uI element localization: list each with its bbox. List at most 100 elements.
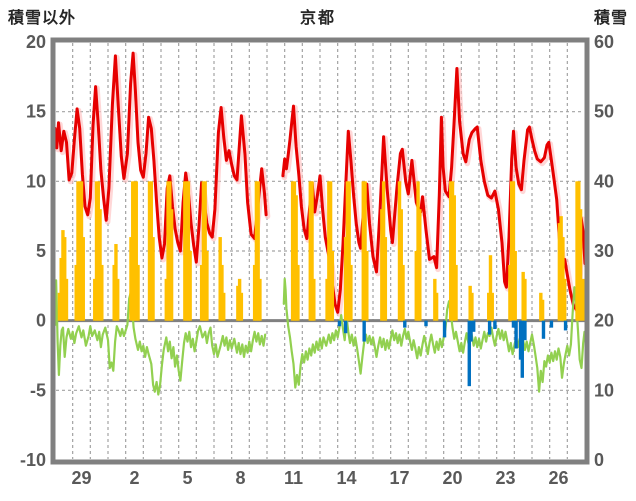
blue-bars-bar — [343, 320, 348, 334]
orange-bars-bar — [63, 237, 67, 321]
orange-bars-bar — [562, 278, 567, 321]
x-axis-tick: 5 — [182, 468, 192, 488]
red-line-path — [281, 67, 587, 314]
orange-bars-bar — [147, 181, 152, 321]
orange-bars-bar — [540, 299, 545, 321]
orange-bars-bar — [222, 292, 226, 321]
green-line-path — [282, 277, 586, 393]
orange-bars-bar — [218, 237, 222, 321]
right-axis-tick: 0 — [594, 450, 604, 470]
orange-bars-bar — [559, 216, 563, 321]
orange-bars-bar — [134, 181, 138, 321]
x-axis-tick: 17 — [389, 468, 409, 488]
orange-bars-bar — [220, 264, 224, 321]
orange-bars-bar — [188, 251, 192, 321]
left-axis-tick: 10 — [26, 171, 46, 191]
orange-bars-bar — [296, 264, 300, 321]
blue-bars-series — [337, 320, 568, 387]
left-axis-tick: 20 — [26, 32, 46, 52]
orange-bars-bar — [452, 195, 456, 321]
orange-bars-bar — [347, 181, 351, 321]
orange-bars-bar — [513, 251, 517, 321]
orange-bars-bar — [183, 181, 187, 321]
orange-bars-bar — [401, 264, 405, 321]
orange-bars-bar — [151, 237, 155, 321]
orange-bars-bar — [470, 292, 474, 321]
orange-bars-bar — [308, 181, 312, 321]
orange-bars-bar — [349, 264, 353, 321]
orange-bars-bar — [149, 181, 153, 321]
left-axis-tick: 15 — [26, 102, 46, 122]
orange-bars-bar — [61, 230, 65, 321]
orange-bars-bar — [59, 257, 63, 321]
orange-bars-bar — [381, 181, 386, 321]
orange-bars-bar — [434, 292, 439, 321]
orange-bars-bar — [76, 181, 80, 321]
orange-bars-bar — [343, 237, 348, 321]
orange-bars-bar — [64, 278, 69, 321]
orange-bars-bar — [116, 278, 120, 321]
orange-bars-bar — [166, 181, 170, 321]
orange-bars-bar — [539, 292, 543, 321]
orange-bars-bar — [98, 209, 102, 321]
orange-bars-bar — [79, 181, 84, 321]
blue-bars-bar — [442, 320, 447, 338]
orange-bars-bar — [449, 181, 453, 321]
x-axis-tick: 29 — [71, 468, 91, 488]
blue-bars-bar — [523, 320, 527, 341]
right-axis-tick: 40 — [594, 171, 614, 191]
orange-bars-bar — [363, 181, 367, 321]
orange-bars-bar — [239, 292, 244, 321]
blue-bars-bar — [493, 320, 497, 330]
page-title: 京都 — [299, 10, 336, 27]
orange-bars-bar — [575, 181, 579, 321]
orange-bars-bar — [521, 271, 525, 321]
red-line-path — [53, 51, 268, 264]
x-axis-tick: 8 — [235, 468, 245, 488]
orange-bars-bar — [114, 244, 118, 321]
green-line-path — [54, 279, 267, 396]
orange-bars-bar — [236, 285, 240, 321]
orange-bars-bar — [450, 181, 455, 321]
right-axis-title: 積雪 — [593, 10, 628, 27]
orange-bars-bar — [81, 237, 85, 321]
orange-bars-bar — [490, 292, 494, 321]
orange-bars-bar — [578, 209, 583, 321]
x-axis-tick: 2 — [129, 468, 139, 488]
orange-bars-bar — [345, 181, 350, 321]
blue-bars-bar — [511, 320, 516, 328]
orange-bars-bar — [414, 251, 418, 321]
orange-bars-bar — [557, 223, 562, 321]
orange-bars-bar — [433, 278, 437, 321]
orange-bars-bar — [164, 278, 168, 321]
blue-bars-bar — [362, 320, 366, 342]
x-axis-tick: 14 — [336, 468, 356, 488]
blue-bars-bar — [424, 320, 428, 327]
blue-bars-bar — [541, 320, 546, 339]
red-line-halo — [53, 51, 271, 267]
orange-bars-bar — [186, 181, 191, 321]
orange-bars-bar — [365, 251, 369, 321]
x-axis-tick: 11 — [284, 468, 303, 488]
blue-bars-bar — [549, 320, 554, 328]
orange-bars-bar — [523, 278, 527, 321]
orange-bars-bar — [132, 181, 137, 321]
orange-bars-bar — [74, 264, 78, 321]
orange-bars-bar — [237, 278, 242, 321]
orange-bars-bar — [93, 278, 97, 321]
orange-bars-bar — [199, 264, 204, 321]
orange-bars-bar — [312, 278, 316, 321]
blue-bars-bar — [467, 320, 471, 387]
blue-bars-bar — [514, 320, 518, 349]
orange-bars-bar — [330, 251, 335, 321]
blue-bars-bar — [403, 320, 407, 328]
orange-bars-bar — [509, 181, 514, 321]
green-line-series — [54, 277, 586, 396]
blue-bars-bar — [487, 320, 492, 335]
orange-bars-bar — [169, 209, 174, 321]
orange-bars-bar — [399, 209, 403, 321]
orange-bars-bar — [418, 209, 422, 321]
blue-bars-bar — [563, 320, 568, 331]
